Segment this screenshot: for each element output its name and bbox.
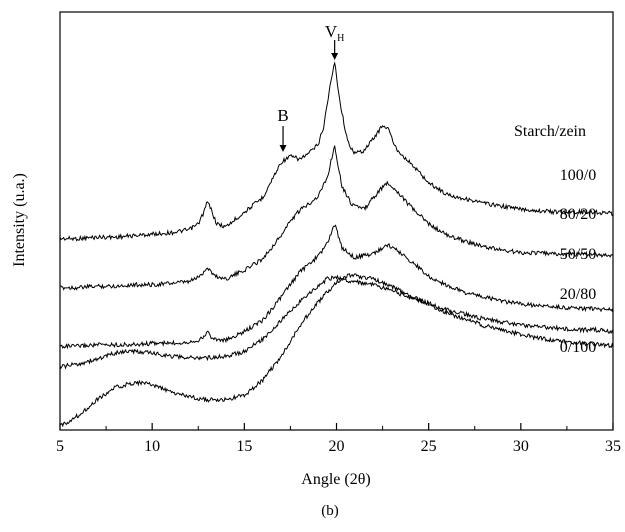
legend-title: Starch/zein	[514, 123, 586, 140]
x-tick-label: 5	[56, 438, 64, 455]
x-tick-label: 30	[513, 438, 529, 455]
series-labels: 100/0 80/20 50/50 20/80 0/100	[560, 167, 596, 356]
x-axis-label: Angle (2θ)	[301, 471, 370, 488]
series-label: 0/100	[560, 339, 596, 356]
series-label: 80/20	[560, 206, 596, 223]
series-lines	[59, 61, 614, 428]
series-line	[59, 224, 614, 350]
x-tick-label: 10	[144, 438, 160, 455]
annotation-subscript: H	[337, 33, 344, 44]
annotation-label: B	[277, 106, 288, 125]
annotation-arrowhead	[331, 53, 339, 60]
x-tick-label: 25	[421, 438, 437, 455]
x-tick-label: 35	[605, 438, 621, 455]
series-line	[59, 273, 614, 428]
peak-annotations: BVH	[277, 22, 344, 152]
x-tick-label: 15	[236, 438, 252, 455]
x-axis-ticks: 5 10 15 20 25 30 35	[56, 423, 621, 455]
series-label: 20/80	[560, 286, 596, 303]
series-line	[59, 61, 614, 242]
series-label: 100/0	[560, 167, 596, 184]
series-label: 50/50	[560, 246, 596, 263]
panel-label: (b)	[321, 503, 339, 519]
y-axis-label: Intensity (u.a.)	[11, 173, 28, 267]
series-line	[59, 145, 614, 291]
x-tick-label: 20	[329, 438, 345, 455]
series-line	[59, 274, 614, 370]
annotation-arrowhead	[279, 145, 287, 152]
